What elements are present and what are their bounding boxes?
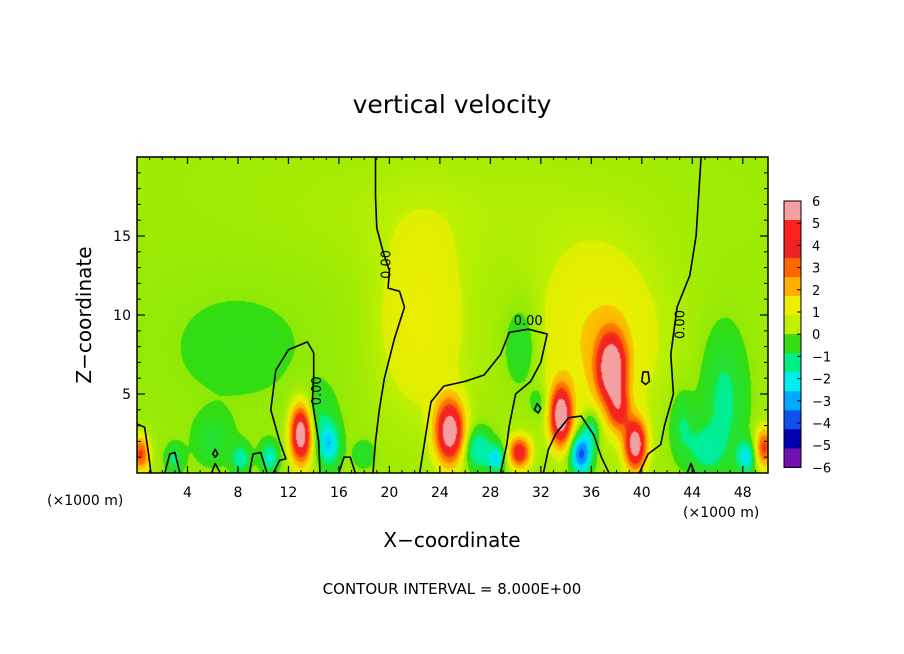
x-tick-label: 4 [183,485,192,501]
colorbar-swatch [784,391,801,411]
x-tick-label: 48 [734,485,752,501]
colorbar-label: 2 [812,284,820,299]
colorbar-swatch [784,201,801,221]
x-unit-right: (×1000 m) [683,505,759,521]
colorbar-swatch [784,239,801,259]
colorbar-label: 1 [812,306,820,321]
x-tick-label: 20 [380,485,398,501]
contour-label: 0.00 [673,310,688,339]
x-axis-label: X−coordinate [383,528,520,552]
x-tick-label: 44 [683,485,701,501]
y-tick-label: 5 [122,387,131,403]
colorbar-swatch [784,372,801,392]
contour-line [269,341,321,473]
contour-label: 0.00 [514,314,543,329]
y-ticks: 5 10 15 [113,172,768,458]
colorbar-label: 4 [812,239,820,254]
contour-label: 0.00 [379,250,394,279]
y-tick-label: 15 [113,229,131,245]
colorbar-swatch [784,448,801,468]
colorbar-swatch [784,277,801,297]
colorbar-label: 0 [812,328,820,343]
chart-title: vertical velocity [353,90,552,119]
contour-line [542,415,610,473]
colorbar-swatch [784,429,801,449]
contour-line [248,451,268,473]
contour-line [418,328,549,473]
colorbar-label: −6 [812,461,831,476]
colorbar-label: −3 [812,395,831,410]
contour-interval-note: CONTOUR INTERVAL = 8.000E+00 [323,580,582,598]
contour-line [211,448,219,459]
x-tick-label: 24 [431,485,449,501]
contour-line [638,157,702,473]
x-tick-label: 40 [633,485,651,501]
x-unit-left: (×1000 m) [47,493,123,509]
colorbar-swatch [784,315,801,335]
plot-area: 0.000.000.00 0.00 4 8 12 16 20 24 28 32 36 40 44 48 … [113,156,769,501]
colorbar-swatch [784,353,801,373]
colorbar-swatch [784,220,801,240]
x-tick-label: 28 [481,485,499,501]
colorbar-swatch [784,410,801,430]
contour-line [533,402,542,414]
colorbar-label: 3 [812,262,820,277]
colorbar-label: 5 [812,217,820,232]
colorbar-label: −2 [812,373,831,388]
contour-line [372,157,406,473]
colorbar-label: −5 [812,439,831,454]
contour-line [210,462,222,473]
x-tick-label: 8 [233,485,242,501]
colorbar: 6 5 4 3 2 1 0 −1 −2 −3 −4 −5 −6 [783,195,831,476]
contour-line [686,462,696,473]
colorbar-swatch [784,296,801,316]
x-tick-label: 16 [330,485,348,501]
zero-contours [137,157,702,473]
x-ticks: 4 8 12 16 20 24 28 32 36 40 44 48 [149,157,756,501]
y-axis-label: Z−coordinate [72,246,96,383]
colorbar-label: −1 [812,350,831,365]
contour-labels: 0.00 0.00 0.00 0.00 [310,250,688,405]
x-tick-label: 36 [582,485,600,501]
colorbar-label: 6 [812,195,820,210]
contour-line [164,451,181,473]
colorbar-swatch [784,258,801,278]
contour-label: 0.00 [310,376,325,405]
colorbar-label: −4 [812,417,831,432]
contour-line [640,371,651,386]
x-tick-label: 12 [280,485,298,501]
y-tick-label: 10 [113,308,131,324]
x-tick-label: 32 [532,485,550,501]
velocity-field [137,157,768,473]
contour-line [338,456,357,473]
colorbar-swatch [784,334,801,354]
